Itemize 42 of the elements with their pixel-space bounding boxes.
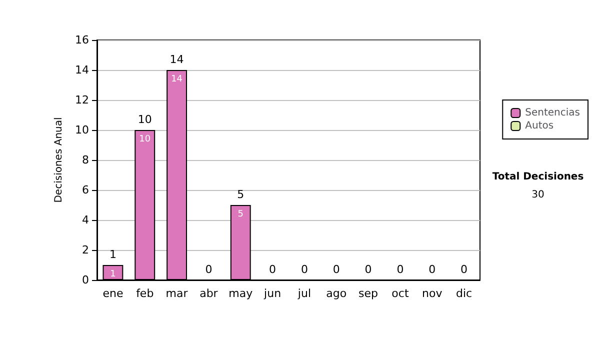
- x-tick-label: dic: [456, 287, 472, 300]
- data-label: 5: [238, 210, 244, 220]
- x-tick-label: ago: [326, 287, 347, 300]
- x-tick-label: mar: [166, 287, 188, 300]
- x-tick-label: jun: [263, 287, 282, 300]
- total-label: 0: [300, 263, 308, 276]
- total-label: 0: [460, 263, 468, 276]
- total-label: 0: [205, 263, 212, 276]
- y-tick-label: 0: [82, 274, 89, 286]
- total-label: 10: [138, 113, 152, 126]
- x-tick-label: ene: [102, 287, 124, 300]
- total-label: 0: [364, 263, 372, 276]
- y-tick-label: 4: [82, 214, 89, 226]
- legend-label: Sentencias: [525, 108, 580, 118]
- y-tick-label: 12: [75, 94, 89, 106]
- total-label: 0: [396, 263, 404, 276]
- x-tick-label: may: [228, 287, 254, 300]
- x-tick-label: jul: [296, 287, 312, 300]
- data-label: 10: [139, 134, 151, 144]
- total-label: 1: [109, 248, 116, 261]
- x-tick-label: abr: [200, 287, 218, 300]
- total-label: 0: [332, 263, 340, 276]
- x-tick-label: sep: [358, 287, 378, 300]
- y-tick-label: 8: [82, 154, 89, 166]
- y-tick-label: 16: [75, 34, 89, 46]
- total-label: 0: [428, 263, 436, 276]
- x-tick-label: nov: [422, 287, 443, 300]
- total-label: 14: [170, 53, 184, 66]
- text: Total Decisiones: [492, 172, 584, 182]
- total-label: 0: [269, 263, 276, 276]
- total-label: 5: [237, 188, 244, 201]
- x-tick-label: feb: [136, 287, 154, 300]
- y-tick-label: 14: [75, 64, 89, 76]
- text: 30: [532, 190, 544, 200]
- data-label: 14: [171, 74, 183, 84]
- y-tick-label: 2: [82, 244, 89, 256]
- y-tick-label: 10: [75, 124, 89, 136]
- legend-label: Autos: [525, 120, 554, 132]
- y-axis-title: Decisiones Anual: [54, 117, 65, 203]
- x-tick-label: oct: [392, 287, 410, 300]
- data-label: 1: [110, 270, 116, 280]
- y-tick-label: 6: [82, 184, 89, 196]
